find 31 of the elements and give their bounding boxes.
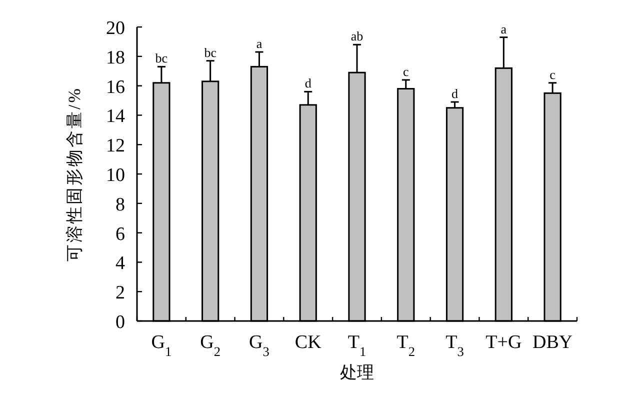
- annotation: a: [500, 21, 507, 36]
- x-tick-label: CK: [294, 332, 322, 353]
- y-tick-label: 12: [106, 136, 125, 157]
- y-tick-label: 6: [116, 224, 125, 245]
- y-tick-label: 18: [106, 47, 125, 68]
- y-tick-label: 4: [116, 253, 126, 274]
- y-tick-label: 16: [106, 76, 125, 98]
- x-axis-title: 处理: [340, 363, 374, 382]
- annotation: d: [304, 76, 312, 91]
- x-tick-label: DBY: [532, 332, 573, 353]
- x-tick-label: G$_{2}$: [200, 332, 221, 358]
- y-tick-label: 20: [106, 18, 125, 39]
- annotation: bc: [155, 50, 168, 66]
- x-tick-label: T$_{3}$: [446, 332, 464, 358]
- annotation: bc: [204, 44, 217, 60]
- annotation: d: [452, 86, 459, 101]
- x-tick-label: G$_{3}$: [249, 332, 270, 358]
- x-tick-label: T+G: [486, 332, 522, 353]
- annotation: c: [403, 64, 409, 79]
- y-tick-label: 2: [116, 282, 125, 304]
- annotation: ab: [350, 28, 364, 44]
- y-axis-title: 可溶性固形物含量/%: [65, 86, 84, 262]
- annotation: a: [256, 36, 262, 51]
- x-tick-label: G$_{1}$: [151, 332, 172, 358]
- x-tick-label: T$_{1}$: [348, 332, 366, 358]
- x-tick-label: T$_{2}$: [396, 332, 416, 358]
- y-tick-label: 0: [116, 312, 125, 333]
- y-tick-label: 8: [116, 194, 125, 216]
- annotation: c: [550, 66, 556, 82]
- y-tick-label: 10: [106, 165, 125, 186]
- y-tick-label: 14: [106, 106, 126, 128]
